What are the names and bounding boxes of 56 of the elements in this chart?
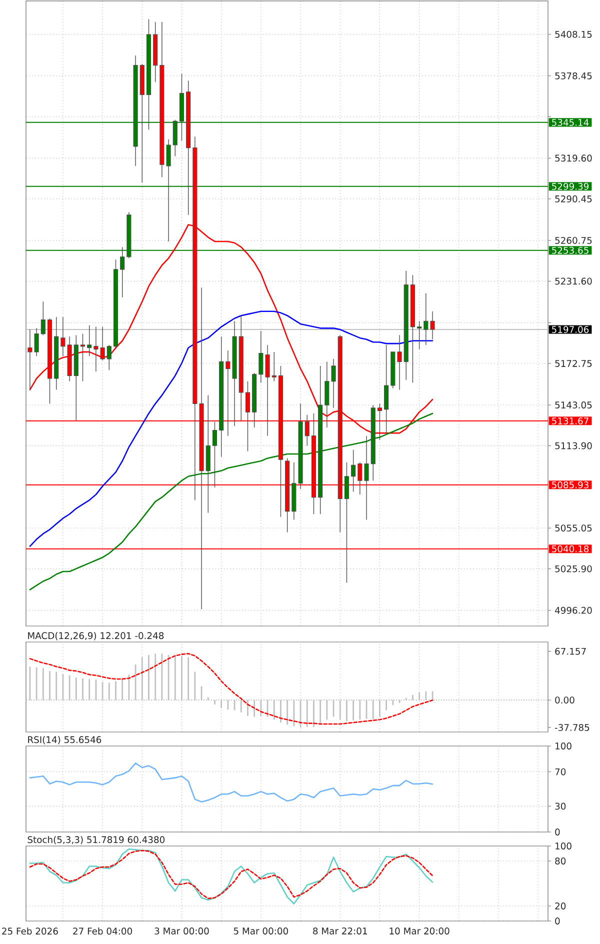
candlestick	[87, 325, 92, 356]
candlestick	[80, 333, 86, 382]
candlestick	[351, 449, 356, 492]
y-tick-label: 5143.05	[555, 402, 592, 408]
candlestick	[364, 435, 369, 520]
chart-title: RSI(14) 55.6546	[28, 736, 102, 744]
y-tick-label: 80	[555, 858, 566, 864]
candlestick	[344, 462, 350, 583]
ref-line-label: 5040.18	[552, 545, 589, 552]
y-tick-label: 67.157	[555, 648, 586, 655]
candlestick	[324, 361, 330, 428]
candlestick	[331, 358, 336, 408]
candlestick	[212, 422, 218, 488]
y-tick-label: 5378.45	[555, 72, 592, 80]
y-tick-label: 5172.75	[555, 360, 592, 367]
candlestick	[424, 292, 428, 346]
ref-line-label: 5197.06	[552, 326, 589, 333]
y-tick-label: 70	[555, 768, 566, 776]
y-tick-label: 0.00	[555, 696, 574, 704]
ref-line-label: 5345.14	[552, 118, 589, 126]
ref-line-label: 5253.65	[552, 246, 588, 254]
candlestick	[397, 334, 402, 390]
candlestick	[34, 328, 39, 356]
y-tick-label: 20	[555, 902, 566, 910]
x-tick-label: 3 Mar 00:00	[154, 928, 209, 934]
x-tick-label: 5 Mar 00:00	[234, 928, 288, 934]
y-tick-label: 100	[556, 842, 572, 850]
chart-title: Stoch(5,3,3) 51.7819 60.4380	[28, 836, 165, 844]
y-tick-label: 5319.60	[555, 154, 592, 162]
y-tick-label: 0	[555, 828, 560, 836]
x-tick-label: 27 Feb 04:00	[73, 928, 132, 935]
y-tick-label: 4996.20	[554, 606, 592, 614]
y-tick-label: 0	[555, 918, 560, 924]
chart-title: MACD(12,26,9) 12.201 -0.248	[28, 632, 164, 640]
x-tick-label: 8 Mar 22:01	[313, 928, 367, 934]
candlestick	[106, 344, 112, 370]
y-tick-label: 5231.60	[555, 278, 592, 285]
x-tick-label: 25 Feb 2026	[2, 928, 58, 935]
candlestick	[417, 320, 422, 350]
y-tick-label: 5408.15	[555, 30, 592, 38]
x-tick-label: 10 Mar 20:00	[390, 928, 450, 934]
y-tick-label: 30	[555, 802, 566, 810]
y-tick-label: 5025.90	[555, 565, 592, 572]
candlestick	[430, 311, 435, 340]
y-tick-label: 100	[556, 742, 572, 750]
candlestick	[272, 352, 276, 382]
ref-line-label: 5085.93	[552, 481, 588, 488]
candlestick	[40, 301, 46, 336]
y-tick-label: 5113.90	[555, 442, 592, 450]
ref-line-label: 5131.67	[552, 417, 588, 424]
y-tick-label: 5290.45	[555, 195, 592, 202]
y-tick-label: 5260.75	[555, 236, 592, 244]
y-tick-label: 5055.05	[555, 524, 592, 532]
candlestick	[258, 330, 264, 384]
ref-line-label: 5299.39	[552, 182, 589, 190]
y-tick-label: -37.785	[554, 724, 590, 731]
